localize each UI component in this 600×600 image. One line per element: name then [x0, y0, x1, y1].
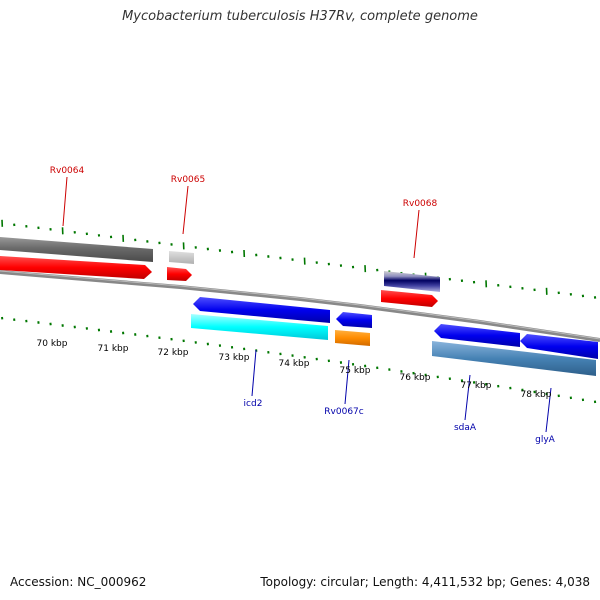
gene-sdaA-glyA-steel-bar	[432, 341, 596, 376]
scale-label-78: 78 kbp	[521, 390, 552, 400]
gene-icd2-arrow	[193, 297, 330, 323]
rv0067c-leader	[344, 359, 350, 405]
scale-label-74: 74 kbp	[279, 359, 310, 369]
icd2-leader	[251, 349, 257, 397]
scale-label-72: 72 kbp	[158, 348, 189, 358]
label-rv0067c: Rv0067c	[324, 407, 363, 417]
rv0065-leader	[182, 185, 189, 235]
rv0068-leader	[413, 209, 420, 259]
label-rv0068: Rv0068	[403, 199, 438, 209]
scale-label-73: 73 kbp	[219, 353, 250, 363]
label-rv0064: Rv0064	[50, 166, 85, 176]
gene-rv0068-stack-bar	[384, 271, 440, 292]
gene-rv0067c-orange-bar	[335, 330, 370, 346]
label-icd2: icd2	[244, 399, 263, 409]
accession-text: Accession: NC_000962	[10, 575, 147, 589]
scale-label-77: 77 kbp	[461, 381, 492, 391]
genome-backbone	[0, 270, 600, 342]
gene-rv0065-arrow	[167, 267, 192, 281]
topology-text: Topology: circular; Length: 4,411,532 bp…	[260, 575, 590, 589]
label-glyA: glyA	[535, 435, 556, 445]
scale-label-70: 70 kbp	[37, 339, 68, 349]
gene-rv0064-arrow	[0, 256, 152, 279]
gene-rv0068-arrow	[381, 290, 438, 307]
gene-glyA-arrow	[520, 334, 598, 359]
scale-label-71: 71 kbp	[98, 344, 129, 354]
gene-sdaA-arrow	[434, 324, 520, 347]
sdaA-leader	[464, 374, 471, 421]
gene-rv0065-gray-bar	[169, 251, 194, 264]
glyA-leader	[545, 387, 552, 433]
label-sdaA: sdaA	[454, 423, 477, 433]
map-title: Mycobacterium tuberculosis H37Rv, comple…	[122, 9, 478, 24]
gene-icd2-cyan-bar	[191, 314, 328, 340]
rv0064-leader	[62, 176, 68, 227]
lower-scale-ticks	[1, 316, 597, 404]
gene-rv0067c-arrow	[336, 312, 372, 328]
upper-scale-ticks	[1, 219, 597, 299]
gene-rv0064-gray-bar	[0, 237, 153, 262]
label-rv0065: Rv0065	[171, 175, 205, 185]
scale-label-76: 76 kbp	[400, 373, 431, 383]
scale-label-75: 75 kbp	[340, 366, 371, 376]
